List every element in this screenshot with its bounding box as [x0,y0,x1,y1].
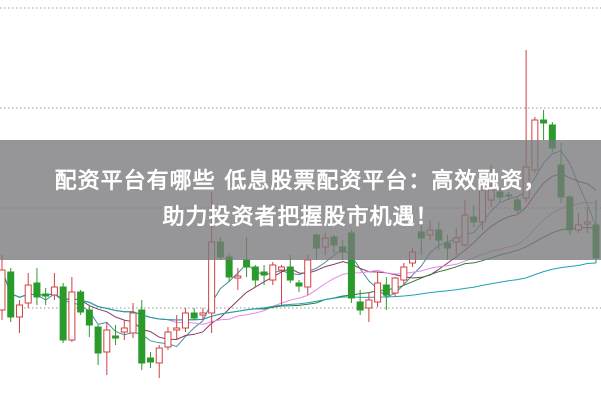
candle-up [15,304,23,318]
candle-down [190,312,198,319]
candle-up [129,312,137,334]
candle-up [164,331,172,348]
candle-down [540,119,548,124]
candle-up [391,277,399,294]
candle-down [147,357,154,363]
candle-down [295,282,303,287]
candle-up [269,264,277,281]
candle-down [112,335,120,339]
candle-down [356,301,364,311]
candle-up [0,269,6,311]
candle-up [50,286,58,296]
candle-down [243,259,251,268]
candle-up [304,259,312,288]
candle-up [24,284,32,304]
candle-down [138,309,146,364]
candle-up [374,282,382,303]
candle-down [260,271,268,276]
candle-down [94,326,102,354]
candle-up [103,329,111,353]
candle-down [286,266,294,281]
headline-line-2: 助力投资者把握股市机遇！ [162,205,439,230]
candle-down [382,284,390,296]
candle-up [234,275,242,279]
candle-up [199,312,207,316]
candle-up [120,327,128,333]
headline-line-1: 配资平台有哪些 低息股票配资平台：高效融资， [54,169,547,194]
candle-up [181,312,189,329]
candle-down [225,256,233,278]
headline-banner: 配资平台有哪些 低息股票配资平台：高效融资， 助力投资者把握股市机遇！ [0,140,601,260]
candle-down [85,309,93,326]
candle-down [59,286,67,341]
candle-up [400,266,408,281]
ma60-line [1,262,597,321]
candle-down [77,291,85,313]
candle-up [278,266,286,271]
candle-down [42,293,50,297]
candle-down [7,271,15,318]
candle-up [173,327,181,331]
candle-down [251,266,259,281]
candle-up [155,347,163,364]
candle-down [33,282,41,298]
candle-up [68,291,76,341]
candle-up [365,299,373,309]
